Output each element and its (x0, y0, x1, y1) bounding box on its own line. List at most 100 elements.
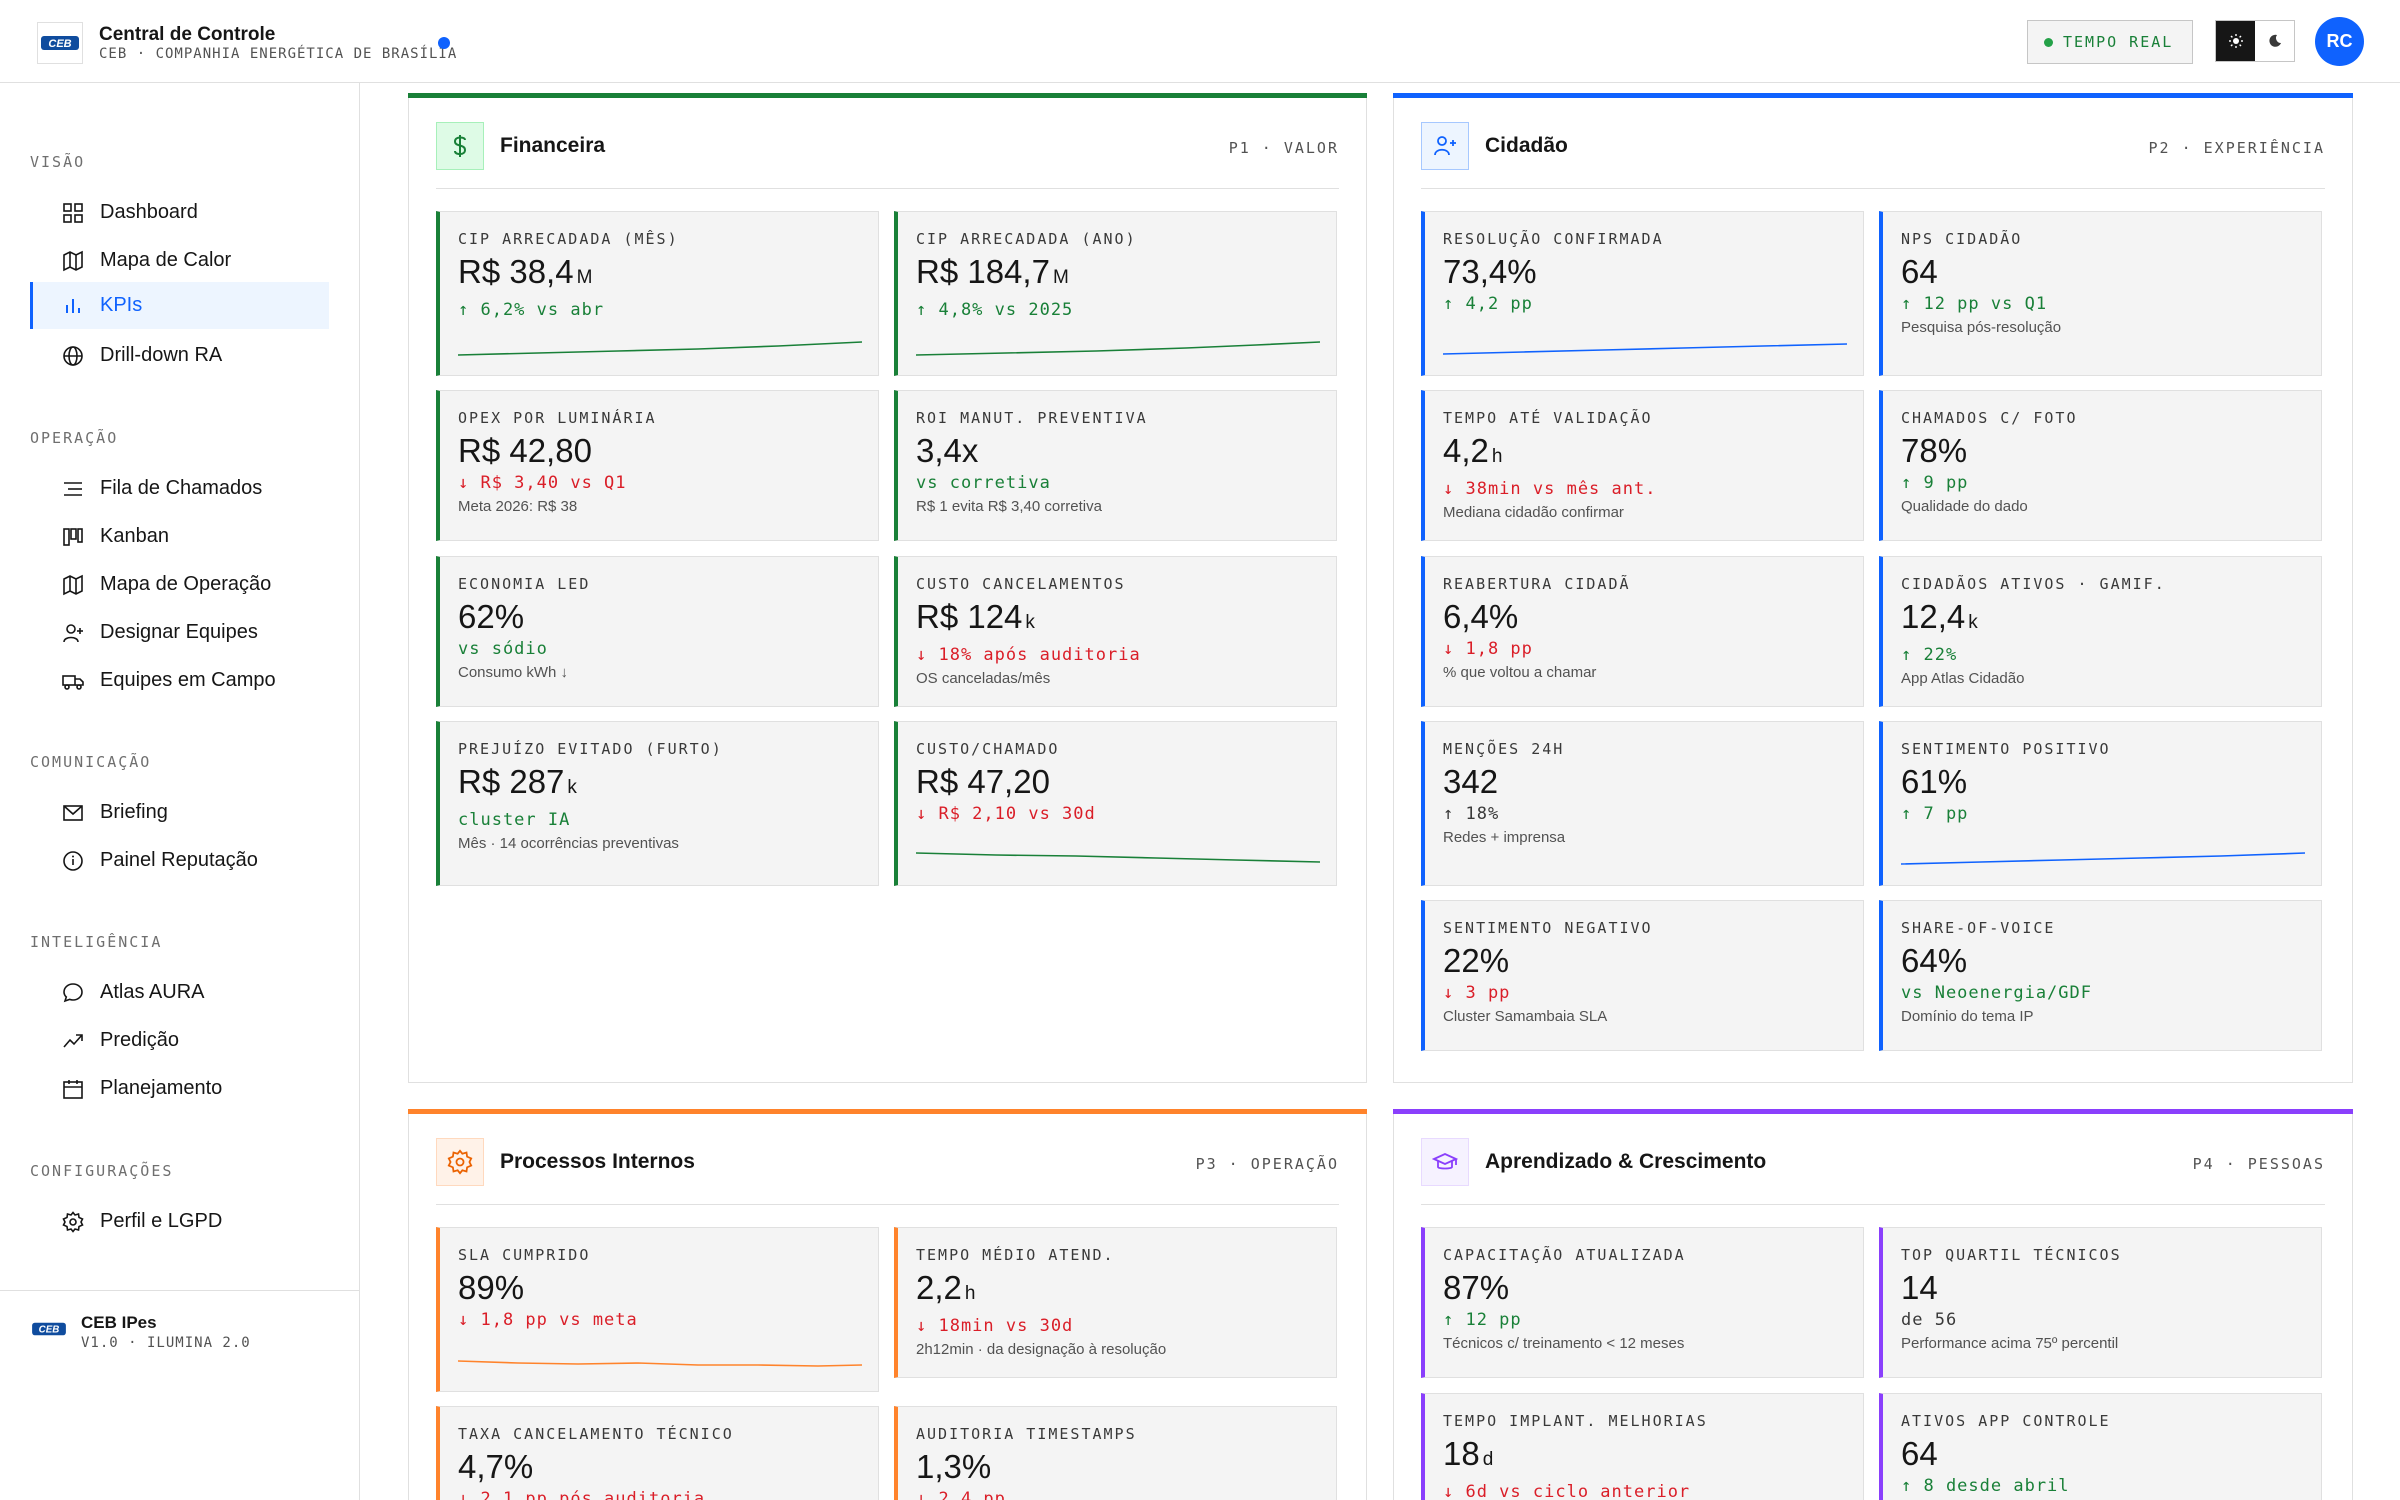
sidebar-item-equipes-em-campo[interactable]: Equipes em Campo (30, 657, 329, 704)
kpi-card-custo-cancelamentos[interactable]: CUSTO CANCELAMENTOS R$ 124 k ↓ 18% após a… (894, 556, 1337, 707)
sparkline (1901, 852, 2305, 865)
kpi-note: Consumo kWh ↓ (458, 664, 569, 681)
grid-icon (63, 202, 83, 223)
kpi-value: 22% (1443, 942, 1510, 979)
panel-cidadao: Cidadão P2 · EXPERIÊNCIA RESOLUÇÃO CONFI… (1393, 93, 2353, 1083)
footer-logo-text: CEB (39, 1325, 60, 1336)
sidebar-section-inteligencia: INTELIGÊNCIA (30, 933, 163, 951)
kpi-card-custo-chamado[interactable]: CUSTO/CHAMADO R$ 47,20 ↓ R$ 2,10 vs 30d (894, 721, 1337, 886)
kpi-card-roi-manut-preventiva[interactable]: ROI MANUT. PREVENTIVA 3,4x vs corretiva … (894, 390, 1337, 541)
kpi-card-mencoes-24h[interactable]: MENÇÕES 24H 342 ↑ 18% Redes + imprensa (1421, 721, 1864, 886)
kpi-note: Meta 2026: R$ 38 (458, 498, 578, 515)
kpi-value: 6,4% (1443, 598, 1519, 635)
sidebar-item-perfil-e-lgpd[interactable]: Perfil e LGPD (30, 1198, 329, 1245)
kpi-card-resolucao-confirmada[interactable]: RESOLUÇÃO CONFIRMADA 73,4% ↑ 4,2 pp (1421, 211, 1864, 376)
chat-bubble-icon (63, 982, 83, 1002)
kpi-card-reabertura-cidada[interactable]: REABERTURA CIDADÃ 6,4% ↓ 1,8 pp % que vo… (1421, 556, 1864, 707)
kpi-delta: de 56 (1901, 1310, 1958, 1330)
kpi-label: MENÇÕES 24H (1443, 740, 1565, 758)
kpi-label: CIP ARRECADADA (ANO) (916, 230, 1137, 248)
kpi-card-taxa-cancelamento-tecnico[interactable]: TAXA CANCELAMENTO TÉCNICO 4,7% ↓ 2,1 pp … (436, 1406, 879, 1500)
sidebar-item-label: Briefing (100, 801, 168, 823)
kpi-card-chamados-com-foto[interactable]: CHAMADOS C/ FOTO 78% ↑ 9 pp Qualidade do… (1879, 390, 2322, 541)
kpi-delta: vs sódio (458, 639, 548, 659)
kpi-delta: ↑ 8 desde abril (1901, 1476, 2070, 1496)
kpi-delta: ↓ 18min vs 30d (916, 1316, 1074, 1336)
globe-icon (63, 345, 83, 366)
kpi-value: 64 (1901, 253, 1938, 290)
kpi-delta: ↑ 12 pp vs Q1 (1901, 294, 2048, 314)
kpi-card-tempo-implant-melhorias[interactable]: TEMPO IMPLANT. MELHORIAS 18 d ↓ 6d vs cic… (1421, 1393, 1864, 1500)
realtime-dot-icon (2044, 37, 2053, 47)
user-avatar[interactable]: RC (2315, 17, 2364, 66)
light-theme-button[interactable] (2216, 21, 2255, 61)
panel-divider (1421, 1204, 2325, 1205)
sidebar-item-kpis[interactable]: KPIs (30, 282, 329, 329)
kpi-card-economia-led[interactable]: ECONOMIA LED 62% vs sódio Consumo kWh ↓ (436, 556, 879, 707)
kpi-card-nps-cidadao[interactable]: NPS CIDADÃO 64 ↑ 12 pp vs Q1 Pesquisa pó… (1879, 211, 2322, 376)
kpi-card-cidadaos-ativos[interactable]: CIDADÃOS ATIVOS · GAMIF. 12,4 k ↑ 22% App… (1879, 556, 2322, 707)
kanban-icon (63, 527, 83, 546)
sidebar-item-painel-reputacao[interactable]: Painel Reputação (30, 837, 329, 884)
sidebar-item-kanban[interactable]: Kanban (30, 513, 329, 560)
kpi-value: 78% (1901, 432, 1968, 469)
kpi-value: 4,2 h (1443, 432, 1503, 469)
panel-tag: P1 · VALOR (1228, 139, 1339, 157)
sidebar-item-drill-down-ra[interactable]: Drill-down RA (30, 332, 329, 379)
kpi-card-sla-cumprido[interactable]: SLA CUMPRIDO 89% ↓ 1,8 pp vs meta (436, 1227, 879, 1392)
kpi-card-tempo-medio-atend[interactable]: TEMPO MÉDIO ATEND. 2,2 h ↓ 18min vs 30d 2… (894, 1227, 1337, 1378)
sidebar-item-fila-de-chamados[interactable]: Fila de Chamados (30, 465, 329, 512)
kpi-note: Performance acima 75º percentil (1901, 1335, 2119, 1352)
realtime-badge[interactable]: TEMPO REAL (2027, 20, 2193, 64)
kpi-note: Domínio do tema IP (1901, 1008, 2034, 1025)
sidebar-item-designar-equipes[interactable]: Designar Equipes (30, 609, 329, 656)
kpi-label: AUDITORIA TIMESTAMPS (916, 1425, 1137, 1443)
sidebar-item-atlas-aura[interactable]: Atlas AURA (30, 969, 329, 1016)
sidebar-item-dashboard[interactable]: Dashboard (30, 189, 329, 236)
sidebar-section-configuracoes: CONFIGURAÇÕES (30, 1162, 174, 1180)
footer-app-name: CEB IPes (81, 1313, 157, 1332)
kpi-card-auditoria-timestamps[interactable]: AUDITORIA TIMESTAMPS 1,3% ↓ 2,4 pp (894, 1406, 1337, 1500)
kpi-card-sentimento-positivo[interactable]: SENTIMENTO POSITIVO 61% ↑ 7 pp (1879, 721, 2322, 886)
theme-toggle[interactable] (2215, 20, 2295, 62)
sidebar-item-predicao[interactable]: Predição (30, 1017, 329, 1064)
kpi-note: App Atlas Cidadão (1901, 670, 2025, 687)
gear-icon (62, 1210, 84, 1233)
kpi-value: 62% (458, 598, 525, 635)
dark-theme-button[interactable] (2255, 21, 2294, 61)
kpi-delta: ↓ 2,1 pp pós auditoria (458, 1489, 706, 1500)
top-bar: CEB Central de Controle CEB · COMPANHIA … (0, 0, 2400, 83)
kpi-delta: ↑ 4,2 pp (1443, 294, 1533, 314)
sidebar-section-operacao: OPERAÇÃO (30, 429, 119, 447)
sidebar-item-label: Atlas AURA (100, 981, 205, 1003)
kpi-label: REABERTURA CIDADÃ (1443, 575, 1631, 593)
trend-up-icon (63, 1033, 83, 1048)
kpi-delta: ↓ 1,8 pp vs meta (458, 1310, 638, 1330)
kpi-label: TAXA CANCELAMENTO TÉCNICO (458, 1425, 734, 1443)
kpi-card-sentimento-negativo[interactable]: SENTIMENTO NEGATIVO 22% ↓ 3 pp Cluster S… (1421, 900, 1864, 1051)
kpi-card-opex-por-luminaria[interactable]: OPEX POR LUMINÁRIA R$ 42,80 ↓ R$ 3,40 vs… (436, 390, 879, 541)
sidebar-item-briefing[interactable]: Briefing (30, 789, 329, 836)
kpi-card-cip-arrecadada-mes[interactable]: CIP ARRECADADA (MÊS) R$ 38,4 M ↑ 6,2% vs … (436, 211, 879, 376)
kpi-card-capacitacao-atualizada[interactable]: CAPACITAÇÃO ATUALIZADA 87% ↑ 12 pp Técni… (1421, 1227, 1864, 1378)
kpi-card-ativos-app-controle[interactable]: ATIVOS APP CONTROLE 64 ↑ 8 desde abril (1879, 1393, 2322, 1500)
kpi-card-prejuizo-evitado[interactable]: PREJUÍZO EVITADO (FURTO) R$ 287 k cluster… (436, 721, 879, 886)
kpi-note: Mediana cidadão confirmar (1443, 504, 1624, 521)
kpi-label: CIDADÃOS ATIVOS · GAMIF. (1901, 575, 2166, 593)
footer-ceb-logo: CEB (32, 1321, 66, 1342)
sidebar-item-mapa-de-calor[interactable]: Mapa de Calor (30, 237, 329, 284)
sidebar-item-mapa-de-operacao[interactable]: Mapa de Operação (30, 561, 329, 608)
kpi-note: R$ 1 evita R$ 3,40 corretiva (916, 498, 1102, 515)
kpi-label: SENTIMENTO NEGATIVO (1443, 919, 1653, 937)
kpi-delta: ↓ 3 pp (1443, 983, 1511, 1003)
ceb-logo[interactable]: CEB (37, 22, 83, 64)
footer-version: V1.0 · ILUMINA 2.0 (81, 1335, 251, 1351)
kpi-card-share-of-voice[interactable]: SHARE-OF-VOICE 64% vs Neoenergia/GDF Dom… (1879, 900, 2322, 1051)
panel-aprendizado-crescimento: Aprendizado & Crescimento P4 · PESSOAS C… (1393, 1109, 2353, 1500)
sidebar-item-planejamento[interactable]: Planejamento (30, 1065, 329, 1112)
kpi-card-cip-arrecadada-ano[interactable]: CIP ARRECADADA (ANO) R$ 184,7 M ↑ 4,8% vs… (894, 211, 1337, 376)
panel-accent-bar (1393, 1109, 2353, 1114)
kpi-value: 64% (1901, 942, 1968, 979)
kpi-card-top-quartil-tecnicos[interactable]: TOP QUARTIL TÉCNICOS 14 de 56 Performanc… (1879, 1227, 2322, 1378)
kpi-card-tempo-ate-validacao[interactable]: TEMPO ATÉ VALIDAÇÃO 4,2 h ↓ 38min vs mês … (1421, 390, 1864, 541)
